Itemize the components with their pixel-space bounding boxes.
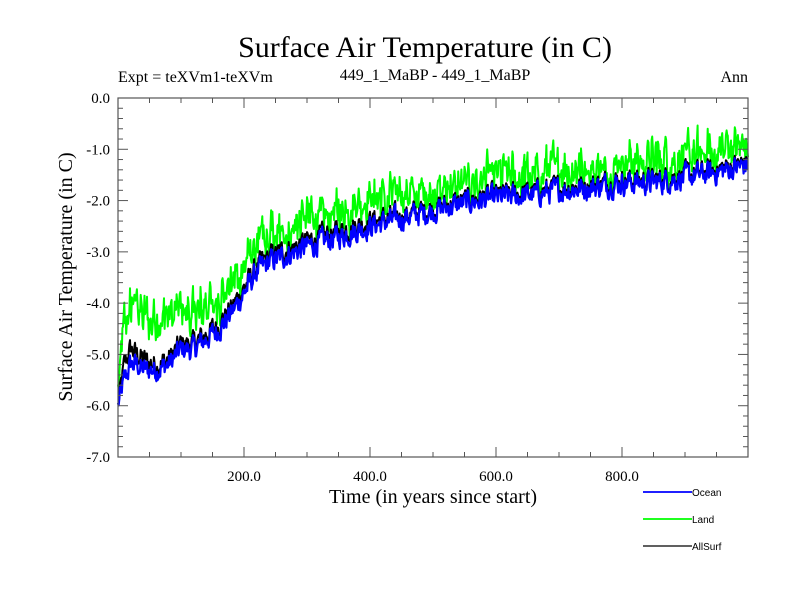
subtitle-right: Ann: [720, 69, 748, 86]
plot-series: [116, 124, 749, 407]
legend-label-ocean: Ocean: [692, 488, 721, 499]
chart-title: Surface Air Temperature (in C): [238, 31, 612, 64]
x-tick-label: 400.0: [353, 469, 387, 485]
ticks: 200.0 400.0 600.0 800.0 0.0 -1.0 -2.0 -3.0 -4.0 -…: [86, 91, 748, 485]
subtitle-center: 449_1_MaBP - 449_1_MaBP: [340, 67, 531, 84]
y-tick-label: -4.0: [86, 296, 110, 312]
x-tick-label: 200.0: [227, 469, 261, 485]
legend-label-land: Land: [692, 515, 714, 526]
series-line-land: [117, 124, 749, 390]
y-tick-label: -5.0: [86, 347, 110, 363]
y-tick-label: 0.0: [91, 91, 110, 107]
x-tick-label: 800.0: [605, 469, 639, 485]
series-line-ocean: [116, 157, 749, 407]
x-axis-label: Time (in years since start): [329, 486, 537, 508]
y-tick-label: -2.0: [86, 194, 110, 210]
y-axis-label: Surface Air Temperature (in C): [55, 152, 77, 401]
subtitle-left: Expt = teXVm1-teXVm: [118, 69, 273, 86]
y-tick-label: -7.0: [86, 450, 110, 466]
x-tick-label: 600.0: [479, 469, 513, 485]
y-tick-label: -1.0: [86, 142, 110, 158]
legend: Ocean Land AllSurf: [643, 488, 722, 553]
legend-label-allsurf: AllSurf: [692, 542, 722, 553]
y-tick-label: -6.0: [86, 399, 110, 415]
y-tick-label: -3.0: [86, 245, 110, 261]
